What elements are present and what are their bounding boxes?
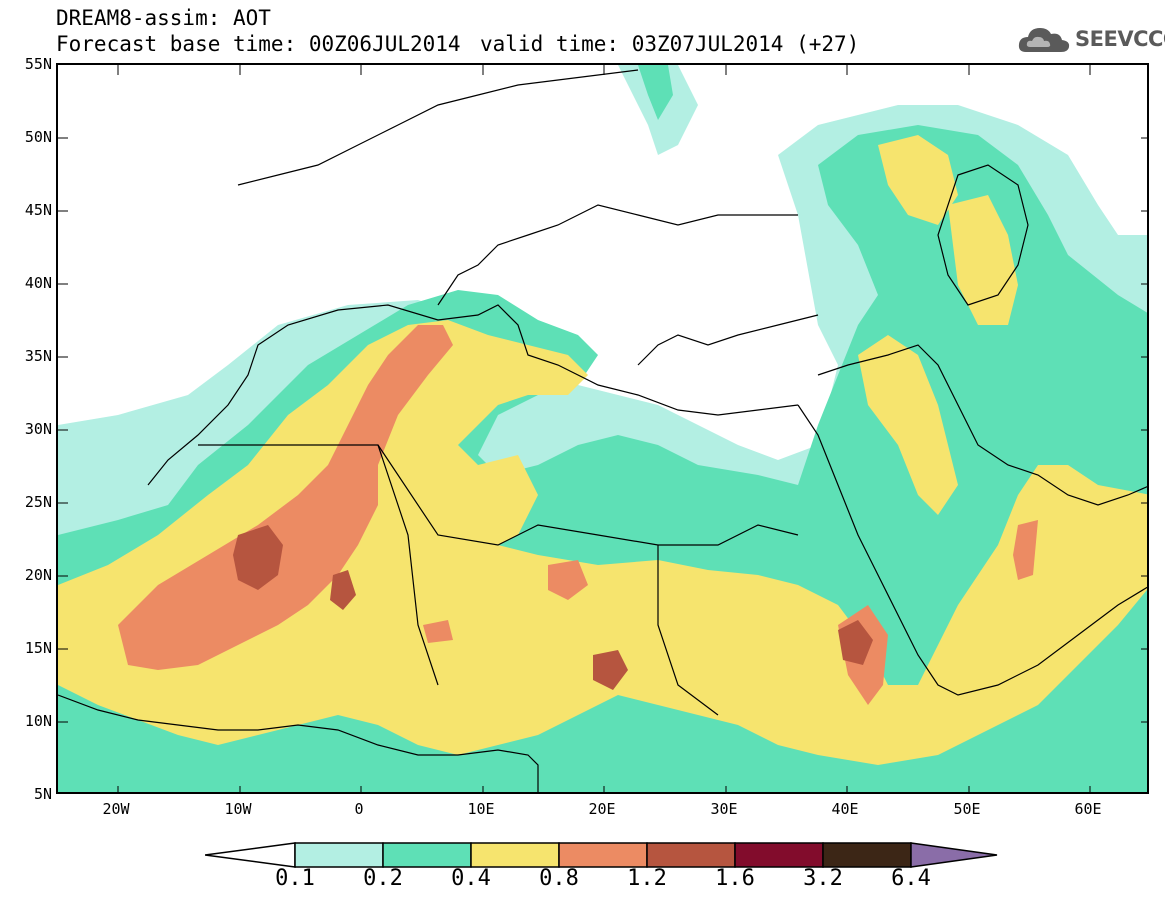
lon-label: 20E <box>588 800 616 818</box>
seevccc-logo: SEEVCCC <box>1016 22 1165 56</box>
lat-label: 10N <box>24 712 52 730</box>
colorbar-swatch <box>294 842 384 868</box>
map-canvas <box>58 65 1147 792</box>
logo-text: SEEVCCC <box>1075 27 1165 51</box>
lon-label: 10E <box>467 800 495 818</box>
valid-time-label: valid time: 03Z07JUL2014 (+27) <box>480 32 860 56</box>
colorbar-swatch <box>822 842 912 868</box>
coastlines <box>58 69 1147 792</box>
aot-band-0.4 <box>58 135 1147 765</box>
lon-label: 50E <box>953 800 981 818</box>
colorbar-swatch <box>558 842 648 868</box>
lon-label: 20W <box>102 800 130 818</box>
graticule-ticks <box>58 65 1147 792</box>
lat-label: 35N <box>24 347 52 365</box>
lat-label: 30N <box>24 420 52 438</box>
title-line: DREAM8-assim: AOT <box>56 6 271 30</box>
colorbar-swatch <box>646 842 736 868</box>
lat-label: 50N <box>24 128 52 146</box>
colorbar-tick-label: 0.4 <box>451 866 491 891</box>
lon-label: 10W <box>224 800 252 818</box>
lat-label: 5N <box>33 785 52 803</box>
colorbar-tick-label: 6.4 <box>891 866 931 891</box>
lat-label: 20N <box>24 566 52 584</box>
colorbar-tick-label: 0.8 <box>539 866 579 891</box>
colorbar-tick-label: 0.1 <box>275 866 315 891</box>
lon-label: 0 <box>354 800 364 818</box>
colorbar-under-arrow <box>205 842 296 868</box>
lat-label: 40N <box>24 274 52 292</box>
colorbar-tick-label: 1.2 <box>627 866 667 891</box>
colorbar-swatch <box>470 842 560 868</box>
colorbar-tick-label: 3.2 <box>803 866 843 891</box>
colorbar-swatch <box>382 842 472 868</box>
lat-label: 15N <box>24 639 52 657</box>
colorbar-over-arrow <box>910 842 998 868</box>
lon-label: 40E <box>831 800 859 818</box>
map-frame <box>56 63 1149 794</box>
colorbar-swatch <box>734 842 824 868</box>
base-time-line: Forecast base time: 00Z06JUL2014 <box>56 32 461 56</box>
colorbar <box>205 842 998 868</box>
lon-label: 60E <box>1074 800 1102 818</box>
lon-label: 30E <box>710 800 738 818</box>
cloud-icon <box>1018 28 1070 52</box>
lat-label: 55N <box>24 55 52 73</box>
aot-band-1.2 <box>233 525 873 690</box>
lat-label: 45N <box>24 201 52 219</box>
colorbar-tick-label: 0.2 <box>363 866 403 891</box>
lat-label: 25N <box>24 493 52 511</box>
colorbar-tick-label: 1.6 <box>715 866 755 891</box>
